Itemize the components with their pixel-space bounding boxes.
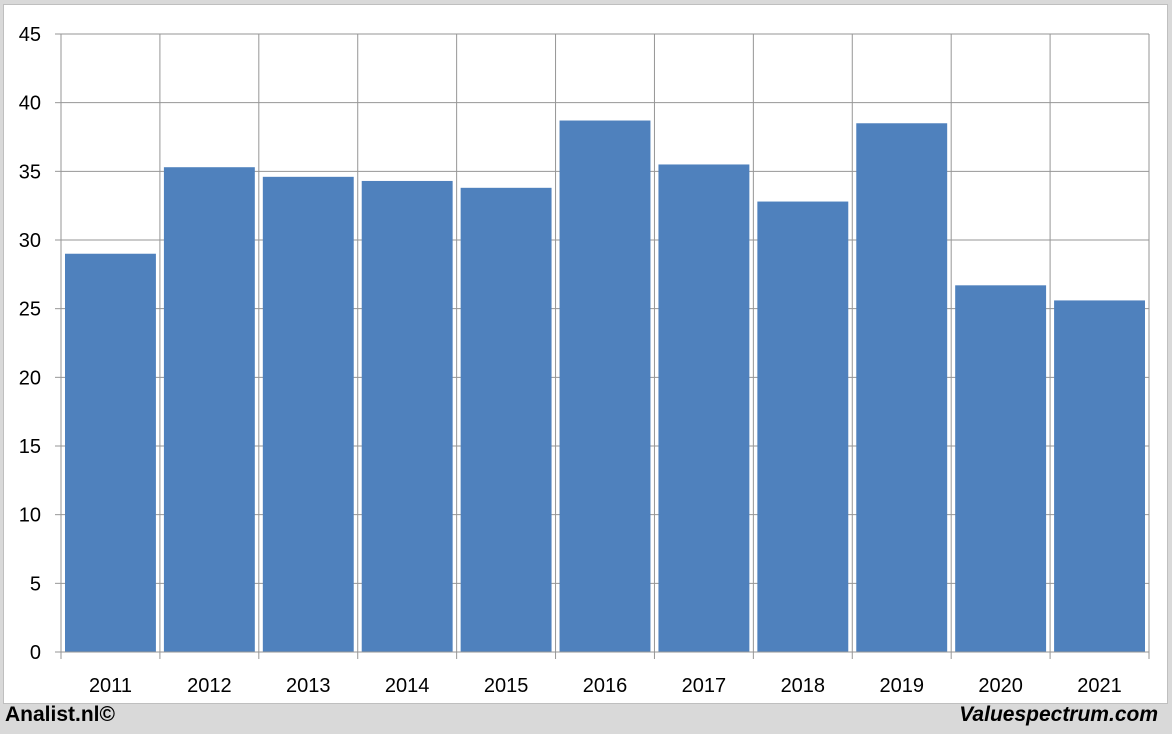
x-tick-label: 2019 bbox=[879, 675, 924, 697]
bar-chart: 0 5 10 15 20 25 30 35 40 45 2011 2012 2013 2014 2015 20… bbox=[19, 24, 1150, 697]
y-tick-label: 40 bbox=[19, 93, 41, 115]
bar-2018 bbox=[757, 201, 849, 652]
y-tick-label: 5 bbox=[30, 573, 41, 595]
bar-2017 bbox=[658, 164, 750, 652]
bar-2015 bbox=[460, 187, 552, 652]
bar-2011 bbox=[65, 253, 156, 652]
footer-right-credit: Valuespectrum.com bbox=[959, 703, 1158, 726]
x-tick-label: 2016 bbox=[583, 675, 628, 697]
y-tick-label: 35 bbox=[19, 161, 41, 183]
bar-2012 bbox=[163, 167, 255, 653]
x-tick-label: 2013 bbox=[286, 675, 331, 697]
x-tick-label: 2011 bbox=[89, 675, 132, 697]
bar-2020 bbox=[955, 285, 1047, 652]
bar-2021 bbox=[1054, 300, 1145, 652]
y-tick-label: 10 bbox=[19, 505, 41, 527]
x-tick-label: 2012 bbox=[187, 675, 232, 697]
x-tick-label: 2018 bbox=[781, 675, 826, 697]
y-tick-label: 0 bbox=[30, 642, 41, 664]
y-tick-label: 45 bbox=[19, 24, 41, 46]
y-tick-label: 25 bbox=[19, 299, 41, 321]
bar-2019 bbox=[856, 123, 948, 653]
bar-2014 bbox=[361, 180, 453, 653]
x-tick-label: 2014 bbox=[385, 675, 430, 697]
x-tick-label: 2020 bbox=[978, 675, 1023, 697]
x-tick-label: 2015 bbox=[484, 675, 529, 697]
x-tick-label: 2021 bbox=[1077, 675, 1122, 697]
footer-left-credit: Analist.nl© bbox=[5, 703, 115, 726]
bar-2013 bbox=[262, 176, 354, 652]
y-tick-label: 15 bbox=[19, 436, 41, 458]
x-tick-label: 2017 bbox=[682, 675, 727, 697]
bar-2016 bbox=[559, 120, 651, 652]
y-tick-label: 20 bbox=[19, 367, 41, 389]
y-tick-label: 30 bbox=[19, 230, 41, 252]
